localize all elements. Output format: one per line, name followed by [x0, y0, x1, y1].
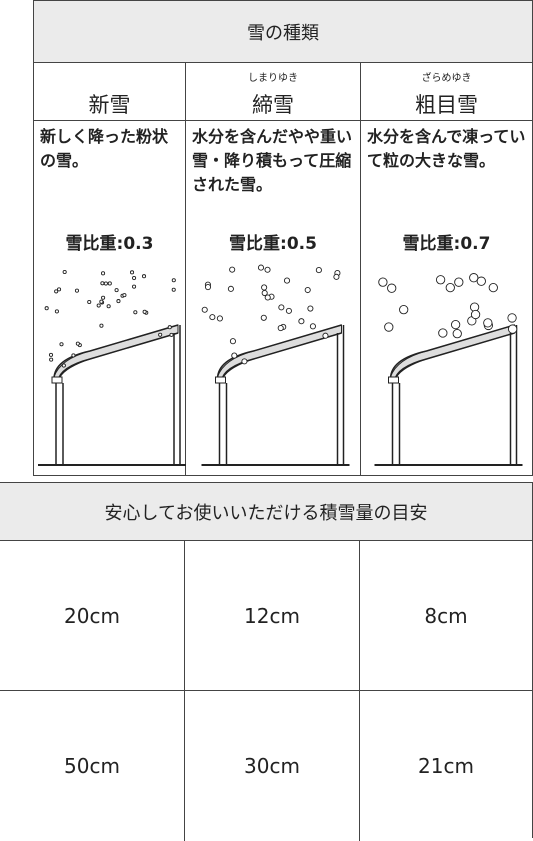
carport-illustration — [200, 264, 351, 466]
snow-amount: 8cm — [360, 541, 532, 691]
snow-amount: 50cm — [0, 691, 185, 841]
snow-name: 新雪 — [88, 93, 131, 117]
ruby: ざらめゆき — [421, 73, 472, 84]
column-body: 水分を含んで凍っていて粒の大きな雪。雪比重:0.7 — [361, 121, 532, 475]
description: 水分を含んで凍っていて粒の大きな雪。 — [367, 127, 526, 170]
specific-gravity: 雪比重:0.5 — [229, 234, 317, 254]
column-body: 水分を含んだやや重い雪・降り積もって圧縮された雪。雪比重:0.5 — [186, 121, 361, 475]
column-header: しまりゆき 締雪 — [186, 63, 361, 121]
table-title: 雪の種類 — [34, 1, 532, 63]
specific-gravity: 雪比重:0.7 — [402, 234, 491, 254]
column-header: 新雪 — [34, 63, 186, 121]
table-title: 安心してお使いいただける積雪量の目安 — [0, 483, 532, 541]
column-header: ざらめゆき 粗目雪 — [361, 63, 532, 121]
snow-load-table: 安心してお使いいただける積雪量の目安 20cm 12cm 8cm 50cm 30cm 21… — [0, 482, 533, 841]
ruby: しまりゆき — [248, 73, 298, 84]
snow-name: 締雪 — [252, 93, 294, 117]
carport-illustration — [373, 273, 524, 466]
snow-amount: 30cm — [185, 691, 360, 841]
specific-gravity: 雪比重:0.3 — [65, 234, 154, 254]
carport-illustration — [37, 269, 186, 466]
snow-type-table: 雪の種類 新雪 新しく降った粉状の雪。 雪比重:0.3 しまりゆき 締雪 水分を含んだやや… — [33, 0, 533, 476]
snow-name: 粗目雪 — [415, 93, 478, 117]
snow-amount: 12cm — [185, 541, 360, 691]
snow-amount: 21cm — [418, 754, 474, 778]
description: 新しく降った粉状の雪。 — [40, 127, 169, 170]
snow-amount: 20cm — [0, 541, 185, 691]
description: 水分を含んだやや重い雪・降り積もって圧縮された雪。 — [192, 127, 353, 194]
column-body: 新しく降った粉状の雪。雪比重:0.3 — [34, 121, 186, 475]
